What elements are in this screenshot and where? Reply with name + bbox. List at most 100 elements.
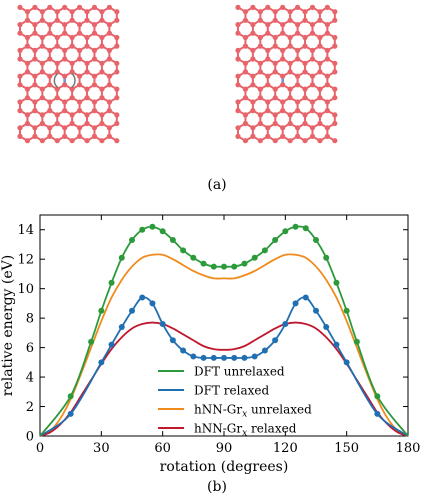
lattice-atom [84,138,90,144]
lattice-atom [265,22,271,28]
lattice-atom [250,56,256,62]
lattice-atom [84,17,90,23]
lattice-atom [47,99,53,105]
lattice-atom [235,73,241,79]
lattice-atom [47,82,53,88]
lattice-atom [84,86,90,92]
lattice-atom [302,86,308,92]
lattice-atom [332,138,338,144]
x-axis-label: rotation (degrees) [160,459,289,475]
lattice-atom [47,22,53,28]
lattice-atom [106,22,112,28]
lattice-atom [99,43,105,49]
lattice-atom [235,30,241,36]
lattice-atom [76,133,83,139]
lattice-atom [250,125,256,131]
lattice-atom [317,69,323,75]
lattice-atom [91,133,98,139]
lattice-atom [24,112,31,118]
data-point [241,260,248,267]
lattice-atom [106,133,112,139]
lattice-atom [272,120,278,127]
lattice-atom [47,47,53,54]
data-point [67,393,74,400]
lattice-atom [114,69,120,75]
lattice-atom [287,9,293,15]
data-point [272,337,279,344]
lattice-atom [84,60,90,66]
lattice-atom [24,86,31,92]
data-point [139,294,146,301]
lattice-atom [257,69,263,75]
data-point [190,353,197,360]
lattice-atom [272,43,278,49]
lattice-atom [265,4,271,10]
lattice-atom [324,133,330,139]
y-tick-label: 10 [17,282,34,297]
lattice-atom [272,60,278,66]
lattice-atom [91,108,98,114]
lattice-atom [106,99,112,105]
lattice-atom [17,133,23,139]
lattice-atom [24,120,31,127]
data-point [251,353,258,360]
lattice-atom [287,112,293,118]
lattice-atom [309,73,316,79]
lattice-atom [257,95,263,101]
lattice-atom [302,138,308,144]
lattice-atom [106,56,112,62]
lattice-atom [235,4,241,10]
lattice-atom [235,56,241,62]
lattice-atom [257,112,263,118]
lattice-atom [84,9,90,15]
lattice-atom [250,99,256,105]
lattice-atom [32,73,38,79]
lattice-atom [280,82,286,88]
lattice-atom [242,86,249,92]
lattice-atom [17,125,23,131]
lattice-atom [62,108,68,114]
lattice-atom [32,30,38,36]
lattice-atom [62,73,68,79]
lattice-atom [272,34,278,41]
lattice-atom [114,138,120,144]
lattice-atom [257,60,263,66]
lattice-atom [54,120,60,127]
lattice-atom [242,112,249,118]
data-point [98,307,105,314]
lattice-atom [257,86,263,92]
lattice-atom [17,30,23,36]
lattice-atom [91,99,98,105]
lattice-atom [69,112,75,118]
data-point [282,228,289,235]
lattice-atom [39,112,45,118]
lattice-atom [294,4,301,10]
data-point [129,307,135,314]
lattice-atom [17,22,23,28]
lattice-atom [257,138,263,144]
lattice-atom [47,73,53,79]
lattice-atom [332,43,338,49]
lattice-atom [69,86,75,92]
lattice-atom [324,125,330,131]
lattice-atom [76,22,83,28]
data-point [98,359,105,366]
lattice-atom [257,17,263,23]
lattice-atom [32,108,38,114]
lattice-atom [272,69,278,75]
data-point [343,307,350,314]
lattice-atom [17,47,23,54]
lattice-atom [54,69,60,75]
y-tick-label: 4 [26,371,34,386]
lattice-atom [242,95,249,101]
lattice-atom [302,120,308,127]
lattice-atom [280,56,286,62]
lattice-atom [280,47,286,54]
lattice-atom [47,108,53,114]
lattice-atom [47,56,53,62]
series-layer [39,223,409,437]
lattice-atom [39,43,45,49]
lattice-atom [91,30,98,36]
lattice-atom [24,69,31,75]
